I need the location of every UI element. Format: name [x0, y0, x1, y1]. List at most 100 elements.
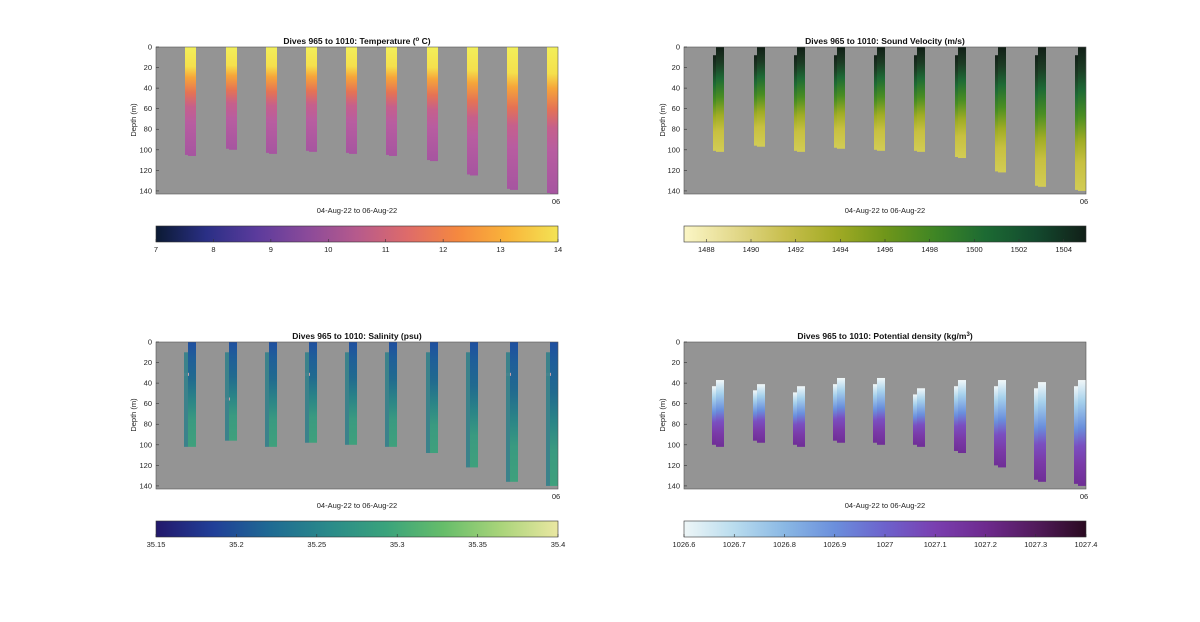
colorbar-tick-label: 1504	[1055, 245, 1072, 254]
x-corner-label: 06	[552, 197, 560, 206]
colorbar-tick-label: 13	[496, 245, 504, 254]
colorbar-tick-label: 1026.8	[773, 540, 796, 549]
profile-column-left	[995, 55, 998, 172]
profile-column-left	[833, 384, 837, 441]
y-tick-label: 80	[144, 125, 152, 134]
profile-column	[389, 47, 397, 156]
y-axis-label: Depth (m)	[129, 103, 138, 137]
colorbar-tick-label: 1026.6	[673, 540, 696, 549]
y-tick-label: 20	[144, 358, 152, 367]
y-tick-label: 140	[139, 186, 152, 195]
profile-column	[188, 342, 196, 447]
y-tick-label: 20	[144, 63, 152, 72]
plot-area: 0 20 40 60 80 100 120 140	[667, 338, 1087, 490]
colorbar-tick-label: 1027.4	[1075, 540, 1098, 549]
x-axis-title: 04-Aug-22 to 06-Aug-22	[317, 501, 397, 510]
panel-title: Dives 965 to 1010: Sound Velocity (m/s)	[805, 36, 965, 46]
colorbar-tick-label: 1488	[698, 245, 715, 254]
colorbar-tick-label: 1027.1	[924, 540, 947, 549]
profile-column-left	[507, 47, 510, 189]
profile-column-left	[1075, 55, 1078, 190]
x-corner-label: 06	[1080, 492, 1088, 501]
y-tick-label: 60	[672, 399, 680, 408]
colorbar-tick-label: 10	[324, 245, 332, 254]
y-tick-label: 100	[139, 440, 152, 449]
profile-column	[716, 380, 724, 447]
profile-column	[797, 47, 805, 152]
profile-column	[550, 47, 558, 194]
profile-column	[917, 388, 925, 447]
profile-column	[757, 384, 765, 443]
y-tick-label: 20	[672, 63, 680, 72]
colorbar: 1488 1490 1492 1494 1496 1498 1500 1502 1504	[683, 225, 1087, 254]
plot-area: 0 20 40 60 80 100 120 140	[139, 338, 559, 490]
y-tick-label: 100	[667, 145, 680, 154]
y-tick-label: 140	[667, 481, 680, 490]
colorbar: 35.15 35.2 35.25 35.3 35.35 35.4	[147, 520, 565, 549]
panel-temperature: Dives 965 to 1010: Temperature (o C) Dep…	[129, 36, 562, 254]
y-tick-label: 20	[672, 358, 680, 367]
y-tick-label: 120	[139, 461, 152, 470]
y-tick-label: 140	[139, 481, 152, 490]
plot-area: 0 20 40 60 80 100 120 140	[667, 43, 1087, 195]
panel-title: Dives 965 to 1010: Temperature (o C)	[283, 36, 430, 46]
profile-column	[958, 380, 966, 454]
profile-column-left	[546, 352, 550, 486]
profile-column-left	[994, 386, 998, 466]
y-tick-label: 40	[144, 84, 152, 93]
profile-column-left	[955, 55, 958, 157]
profile-column-left	[874, 55, 877, 150]
profile-column	[877, 377, 885, 445]
profile-column	[349, 342, 357, 445]
x-corner-label: 06	[552, 492, 560, 501]
profile-column	[229, 47, 237, 150]
profile-column-left	[385, 352, 389, 447]
profile-column	[757, 47, 765, 147]
y-axis-title: Depth (m)	[129, 103, 138, 137]
profile-column-left	[265, 352, 269, 447]
y-tick-label: 120	[667, 166, 680, 175]
plot-area: 0 20 40 60 80 100 120 140	[139, 43, 559, 195]
y-axis-title: Depth (m)	[129, 398, 138, 432]
profile-column-left	[346, 47, 349, 153]
panel-title: Dives 965 to 1010: Potential density (kg…	[797, 331, 972, 341]
y-tick-label: 60	[144, 104, 152, 113]
profile-column	[958, 47, 966, 159]
profile-column	[188, 47, 196, 156]
profile-column	[837, 47, 845, 149]
profile-column-left	[305, 352, 309, 443]
colorbar-tick-label: 1027.3	[1024, 540, 1047, 549]
colorbar-tick-label: 7	[154, 245, 158, 254]
profile-column	[510, 47, 518, 190]
colorbar-tick-label: 14	[554, 245, 562, 254]
colorbar-tick-label: 35.35	[468, 540, 487, 549]
profile-column-left	[427, 47, 430, 161]
y-axis-title: Depth (m)	[658, 398, 667, 432]
y-tick-label: 80	[144, 420, 152, 429]
colorbar-tick-label: 35.15	[147, 540, 166, 549]
colorbar-tick-label: 12	[439, 245, 447, 254]
profile-column-left	[713, 55, 716, 151]
panel-title: Dives 965 to 1010: Salinity (psu)	[292, 331, 422, 341]
profile-column-left	[1035, 55, 1038, 186]
colorbar-tick-label: 1026.9	[823, 540, 846, 549]
axes-frame	[683, 46, 1087, 195]
y-tick-label: 0	[148, 43, 152, 52]
profile-column-left	[184, 352, 188, 447]
profile-column-left	[753, 390, 757, 441]
y-axis-title: Depth (m)	[658, 103, 667, 137]
colorbar: 7 8 9 10 11 12 13 14	[154, 225, 562, 254]
profile-column-left	[386, 47, 389, 155]
y-tick-label: 80	[672, 420, 680, 429]
profile-column-left	[794, 55, 797, 151]
profile-column	[229, 342, 237, 441]
colorbar-tick-label: 1490	[743, 245, 760, 254]
profile-column-left	[834, 55, 837, 148]
profile-column	[389, 342, 397, 447]
panel-sound-velocity: Dives 965 to 1010: Sound Velocity (m/s) …	[658, 36, 1088, 254]
profile-column-left	[793, 392, 797, 445]
colorbar-tick-label: 1500	[966, 245, 983, 254]
x-axis-title: 04-Aug-22 to 06-Aug-22	[845, 206, 925, 215]
colorbar-tick-label: 35.25	[307, 540, 326, 549]
x-axis-title: 04-Aug-22 to 06-Aug-22	[845, 501, 925, 510]
